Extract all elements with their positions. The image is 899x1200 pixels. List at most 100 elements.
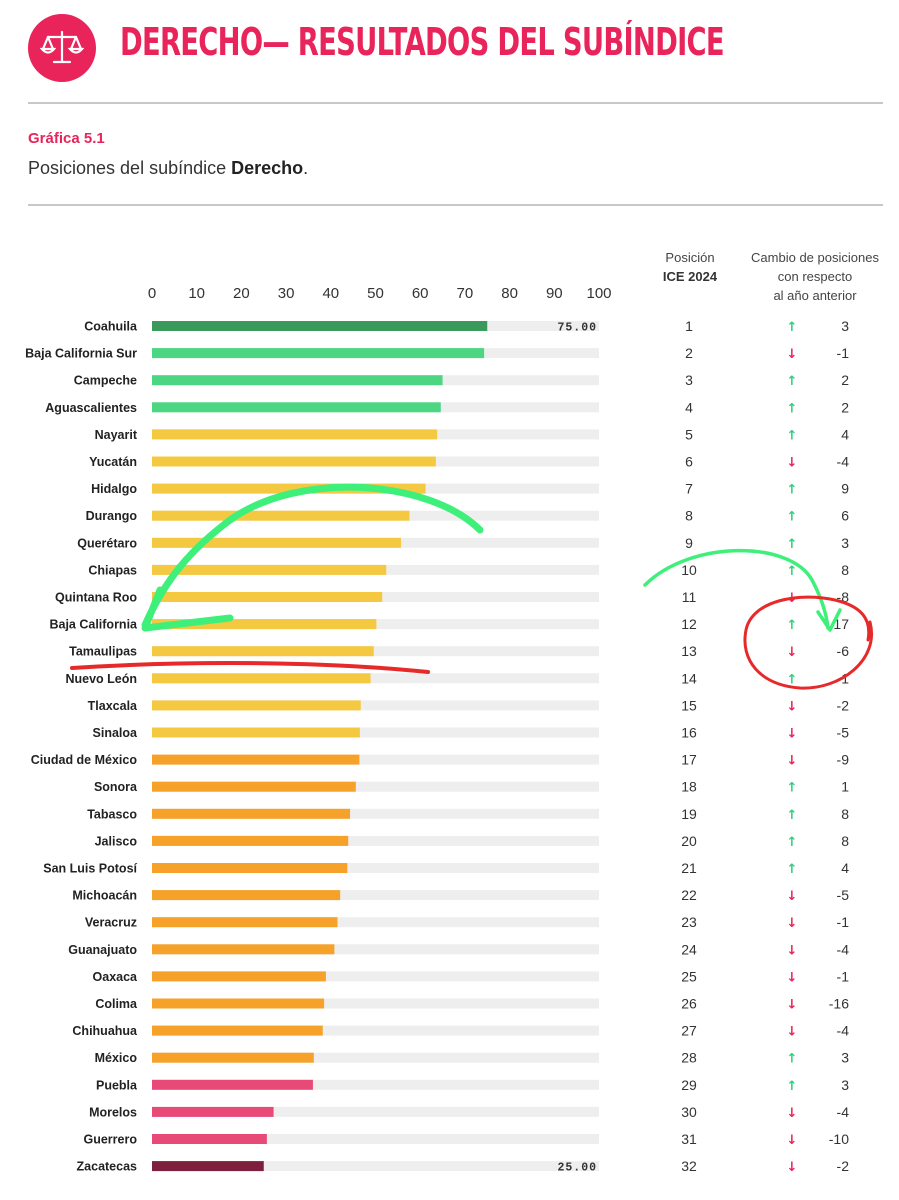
bar bbox=[152, 483, 426, 494]
bar-track bbox=[152, 971, 599, 982]
arrow-up-icon: ↑ bbox=[787, 1052, 798, 1067]
x-tick-label: 90 bbox=[546, 285, 563, 302]
bar bbox=[152, 1161, 264, 1172]
position-value: 18 bbox=[681, 779, 697, 795]
change-value: -4 bbox=[837, 941, 850, 957]
bar bbox=[152, 1134, 267, 1144]
bar bbox=[152, 890, 341, 901]
state-label: Tamaulipas bbox=[69, 645, 137, 659]
change-value: -9 bbox=[837, 752, 850, 768]
subtitle-suffix: . bbox=[303, 158, 309, 178]
state-label: Veracruz bbox=[85, 916, 137, 930]
change-value: -5 bbox=[837, 887, 850, 903]
arrow-down-icon: ↓ bbox=[787, 727, 798, 742]
position-value: 27 bbox=[681, 1023, 697, 1039]
arrow-up-icon: ↑ bbox=[787, 862, 798, 877]
change-value: 6 bbox=[841, 508, 849, 524]
arrow-down-icon: ↓ bbox=[787, 699, 798, 714]
position-value: 32 bbox=[681, 1158, 697, 1174]
change-value: -1 bbox=[837, 968, 850, 984]
bar-track bbox=[152, 700, 599, 711]
position-value: 13 bbox=[681, 643, 697, 659]
x-tick-label: 80 bbox=[501, 285, 518, 302]
figure-label: Gráfica 5.1 bbox=[28, 130, 105, 147]
position-value: 9 bbox=[685, 535, 693, 551]
state-label: Baja California Sur bbox=[25, 347, 137, 361]
state-label: Chiapas bbox=[88, 563, 137, 577]
position-value: 14 bbox=[681, 670, 697, 686]
position-value: 5 bbox=[685, 426, 693, 442]
bar bbox=[152, 592, 383, 602]
state-label: Aguascalientes bbox=[45, 401, 137, 415]
position-value: 26 bbox=[681, 996, 697, 1012]
change-value: 2 bbox=[841, 372, 849, 388]
bar bbox=[152, 375, 443, 386]
position-value: 3 bbox=[685, 372, 693, 388]
state-label: Tlaxcala bbox=[88, 699, 138, 713]
position-value: 17 bbox=[681, 752, 697, 768]
x-tick-label: 70 bbox=[457, 285, 474, 302]
change-value: -2 bbox=[837, 1158, 850, 1174]
bar bbox=[152, 1079, 313, 1090]
arrow-up-icon: ↑ bbox=[787, 510, 798, 525]
bar-track bbox=[152, 944, 599, 955]
change-value: 3 bbox=[841, 1050, 849, 1066]
arrow-down-icon: ↓ bbox=[787, 754, 798, 769]
position-header-line1: Posición bbox=[665, 250, 715, 265]
subtitle-bold: Derecho bbox=[231, 158, 304, 178]
bar-track bbox=[152, 781, 599, 792]
arrow-down-icon: ↓ bbox=[787, 1133, 798, 1148]
state-label: Campeche bbox=[74, 374, 137, 388]
bar-track bbox=[152, 727, 599, 738]
bar-track bbox=[152, 998, 599, 1009]
position-value: 1 bbox=[685, 318, 693, 334]
bar bbox=[152, 808, 351, 819]
arrow-down-icon: ↓ bbox=[787, 591, 798, 606]
state-label: Baja California bbox=[49, 618, 138, 632]
change-column-header: Cambio de posiciones con respecto al año… bbox=[740, 248, 890, 305]
bar-track bbox=[152, 1134, 599, 1144]
state-label: Yucatán bbox=[89, 455, 137, 469]
arrow-up-icon: ↑ bbox=[787, 428, 798, 443]
position-value: 11 bbox=[682, 589, 697, 605]
bar-track bbox=[152, 917, 599, 928]
change-header-line1: Cambio de posiciones bbox=[751, 250, 879, 265]
bar-track bbox=[152, 808, 599, 819]
bar-track bbox=[152, 754, 599, 765]
position-value: 21 bbox=[681, 860, 697, 876]
bar-track bbox=[152, 835, 599, 846]
x-tick-label: 30 bbox=[278, 285, 295, 302]
state-label: Jalisco bbox=[95, 834, 138, 848]
change-value: -16 bbox=[829, 996, 849, 1012]
change-header-line2: con respecto bbox=[777, 269, 853, 284]
position-value: 2 bbox=[685, 345, 693, 361]
arrow-up-icon: ↑ bbox=[787, 320, 798, 335]
change-value: 8 bbox=[841, 562, 849, 578]
bar bbox=[152, 1106, 274, 1117]
state-label: Guanajuato bbox=[68, 943, 137, 957]
change-value: 3 bbox=[841, 1077, 849, 1093]
bar bbox=[152, 402, 441, 413]
change-value: -8 bbox=[837, 589, 850, 605]
subtitle-divider bbox=[28, 204, 883, 206]
arrow-down-icon: ↓ bbox=[787, 1025, 798, 1040]
bar bbox=[152, 754, 360, 765]
bar bbox=[152, 700, 361, 711]
state-label: Nuevo León bbox=[65, 672, 137, 686]
position-value: 19 bbox=[681, 806, 697, 822]
arrow-down-icon: ↓ bbox=[787, 645, 798, 660]
position-header-line2: ICE 2024 bbox=[640, 267, 740, 286]
bar bbox=[152, 1052, 314, 1063]
bar-value-label: 75.00 bbox=[557, 322, 597, 335]
state-label: Hidalgo bbox=[91, 482, 137, 496]
change-value: -1 bbox=[837, 914, 850, 930]
bar bbox=[152, 781, 356, 792]
bar-track bbox=[152, 890, 599, 901]
state-label: Morelos bbox=[89, 1105, 137, 1119]
change-value: 1 bbox=[841, 670, 849, 686]
bar bbox=[152, 646, 374, 657]
position-header-bold: ICE 2024 bbox=[662, 269, 718, 284]
bar-track bbox=[152, 863, 599, 873]
x-tick-label: 50 bbox=[367, 285, 384, 302]
change-value: 8 bbox=[841, 833, 849, 849]
